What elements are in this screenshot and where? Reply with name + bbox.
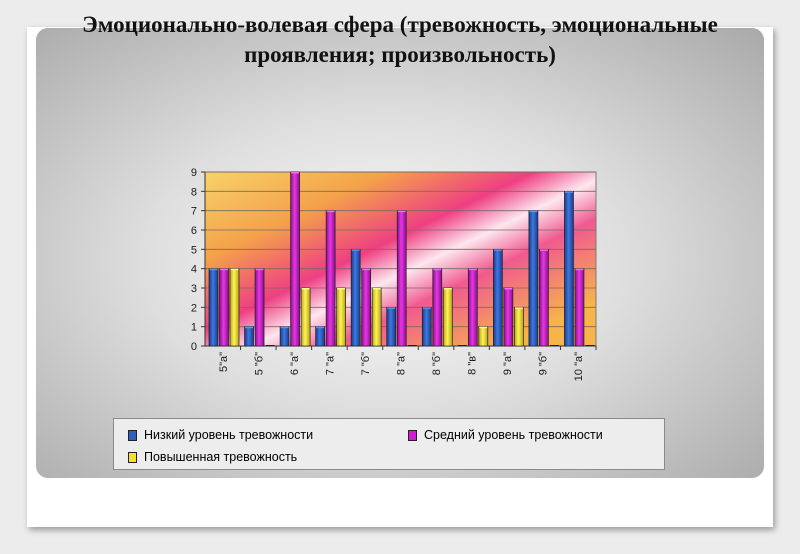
bar-low-top	[564, 191, 573, 193]
x-tick-label: 5 "б"	[253, 352, 265, 375]
bar-high-top	[479, 326, 488, 329]
slide-title-line-1: Эмоционально-волевая сфера (тревожность,…	[82, 12, 718, 37]
bar-low-top	[351, 249, 360, 251]
x-tick-label: 5"а"	[218, 352, 230, 372]
legend-item-high: Повышенная тревожность	[128, 450, 297, 464]
bar-mid	[574, 268, 585, 347]
x-tick-label: 8 "в"	[467, 352, 479, 375]
legend-item-mid: Средний уровень тревожности	[408, 428, 603, 442]
bar-mid	[254, 268, 265, 347]
bar-mid	[361, 268, 372, 347]
x-tick-label: 8 "б"	[431, 352, 443, 375]
bar-high	[514, 306, 524, 347]
bar-high	[300, 287, 311, 347]
bar-high-top	[301, 288, 310, 290]
bar-mid-top	[433, 268, 442, 271]
bar-mid-top	[575, 268, 584, 271]
bar-low	[528, 210, 539, 347]
legend-label-mid: Средний уровень тревожности	[424, 428, 603, 442]
bar-low	[564, 190, 574, 347]
bar-low-top	[387, 307, 396, 309]
y-tick-label: 8	[191, 186, 197, 198]
y-tick-label: 0	[191, 341, 197, 353]
y-tick-label: 9	[191, 167, 197, 179]
legend-swatch-high	[128, 451, 137, 463]
bar-mid	[503, 287, 514, 347]
y-tick-label: 5	[191, 244, 197, 256]
bar-high	[229, 268, 240, 347]
legend-swatch-mid	[408, 429, 417, 441]
bar-low-top	[209, 268, 218, 271]
x-tick-label: 10 "а"	[573, 352, 585, 381]
bar-mid-top	[220, 268, 228, 271]
bar-mid	[467, 268, 478, 347]
bar-mid-top	[362, 268, 371, 271]
legend-swatch-low	[128, 429, 137, 441]
bar-mid-top	[291, 172, 300, 174]
bar-mid-top	[539, 249, 548, 251]
bar-low	[208, 268, 219, 347]
legend-label-low: Низкий уровень тревожности	[144, 428, 314, 442]
bar-high-zero	[585, 345, 595, 346]
bar-high-top	[514, 307, 523, 309]
bar-high-zero	[549, 345, 559, 346]
bar-low	[350, 248, 361, 347]
bar-low	[493, 248, 503, 347]
bar-mid-top	[504, 288, 513, 290]
bar-high	[478, 326, 489, 347]
bar-mid-top	[255, 268, 264, 271]
bar-high	[336, 287, 346, 347]
bar-low-top	[529, 210, 538, 213]
bar-high-top	[337, 288, 346, 290]
y-tick-label: 6	[191, 225, 197, 237]
bar-low-top	[316, 326, 325, 329]
y-tick-label: 3	[191, 283, 197, 295]
legend-label-high: Повышенная тревожность	[144, 450, 298, 464]
bar-high-zero	[407, 345, 417, 346]
x-tick-label: 9 "б"	[538, 352, 550, 375]
bar-high	[371, 287, 382, 347]
chart-legend: Низкий уровень тревожности Средний урове…	[113, 418, 665, 470]
bar-low	[421, 306, 432, 347]
bar-low	[279, 326, 290, 347]
bar-mid	[290, 171, 300, 347]
bar-low-top	[422, 307, 431, 309]
slide-title: Эмоционально-волевая сфера (тревожность,…	[0, 10, 800, 70]
bar-low-zero	[457, 345, 467, 346]
y-tick-label: 1	[191, 322, 197, 334]
bar-low-top	[245, 326, 254, 329]
bar-mid-top	[397, 210, 406, 213]
bar-mid	[219, 268, 229, 347]
x-tick-label: 9 "а"	[502, 352, 514, 375]
bar-low-top	[280, 326, 289, 329]
x-tick-label: 6 "а"	[289, 352, 301, 375]
bar-high-top	[230, 268, 239, 271]
bar-mid-top	[468, 268, 477, 271]
bar-low	[244, 326, 254, 347]
y-tick-label: 7	[191, 206, 197, 218]
bar-high-top	[443, 288, 452, 290]
slide-title-line-2: проявления; произвольность)	[244, 42, 556, 67]
bar-high	[442, 287, 453, 347]
bar-low-top	[493, 249, 502, 251]
x-tick-label: 8 "а"	[396, 352, 408, 375]
bar-low	[315, 326, 325, 347]
bar-high-zero	[265, 345, 275, 346]
x-tick-label: 7 "а"	[324, 352, 336, 375]
bar-mid	[432, 268, 443, 347]
legend-item-low: Низкий уровень тревожности	[128, 428, 313, 442]
bar-mid-top	[326, 210, 335, 213]
bar-mid	[325, 210, 336, 347]
y-tick-label: 2	[191, 302, 197, 314]
bar-low	[386, 306, 397, 347]
bar-mid	[396, 210, 407, 347]
y-tick-label: 4	[191, 264, 197, 276]
bar-high-top	[372, 288, 381, 290]
bar-mid	[539, 248, 549, 347]
x-tick-label: 7 "б"	[360, 352, 372, 375]
